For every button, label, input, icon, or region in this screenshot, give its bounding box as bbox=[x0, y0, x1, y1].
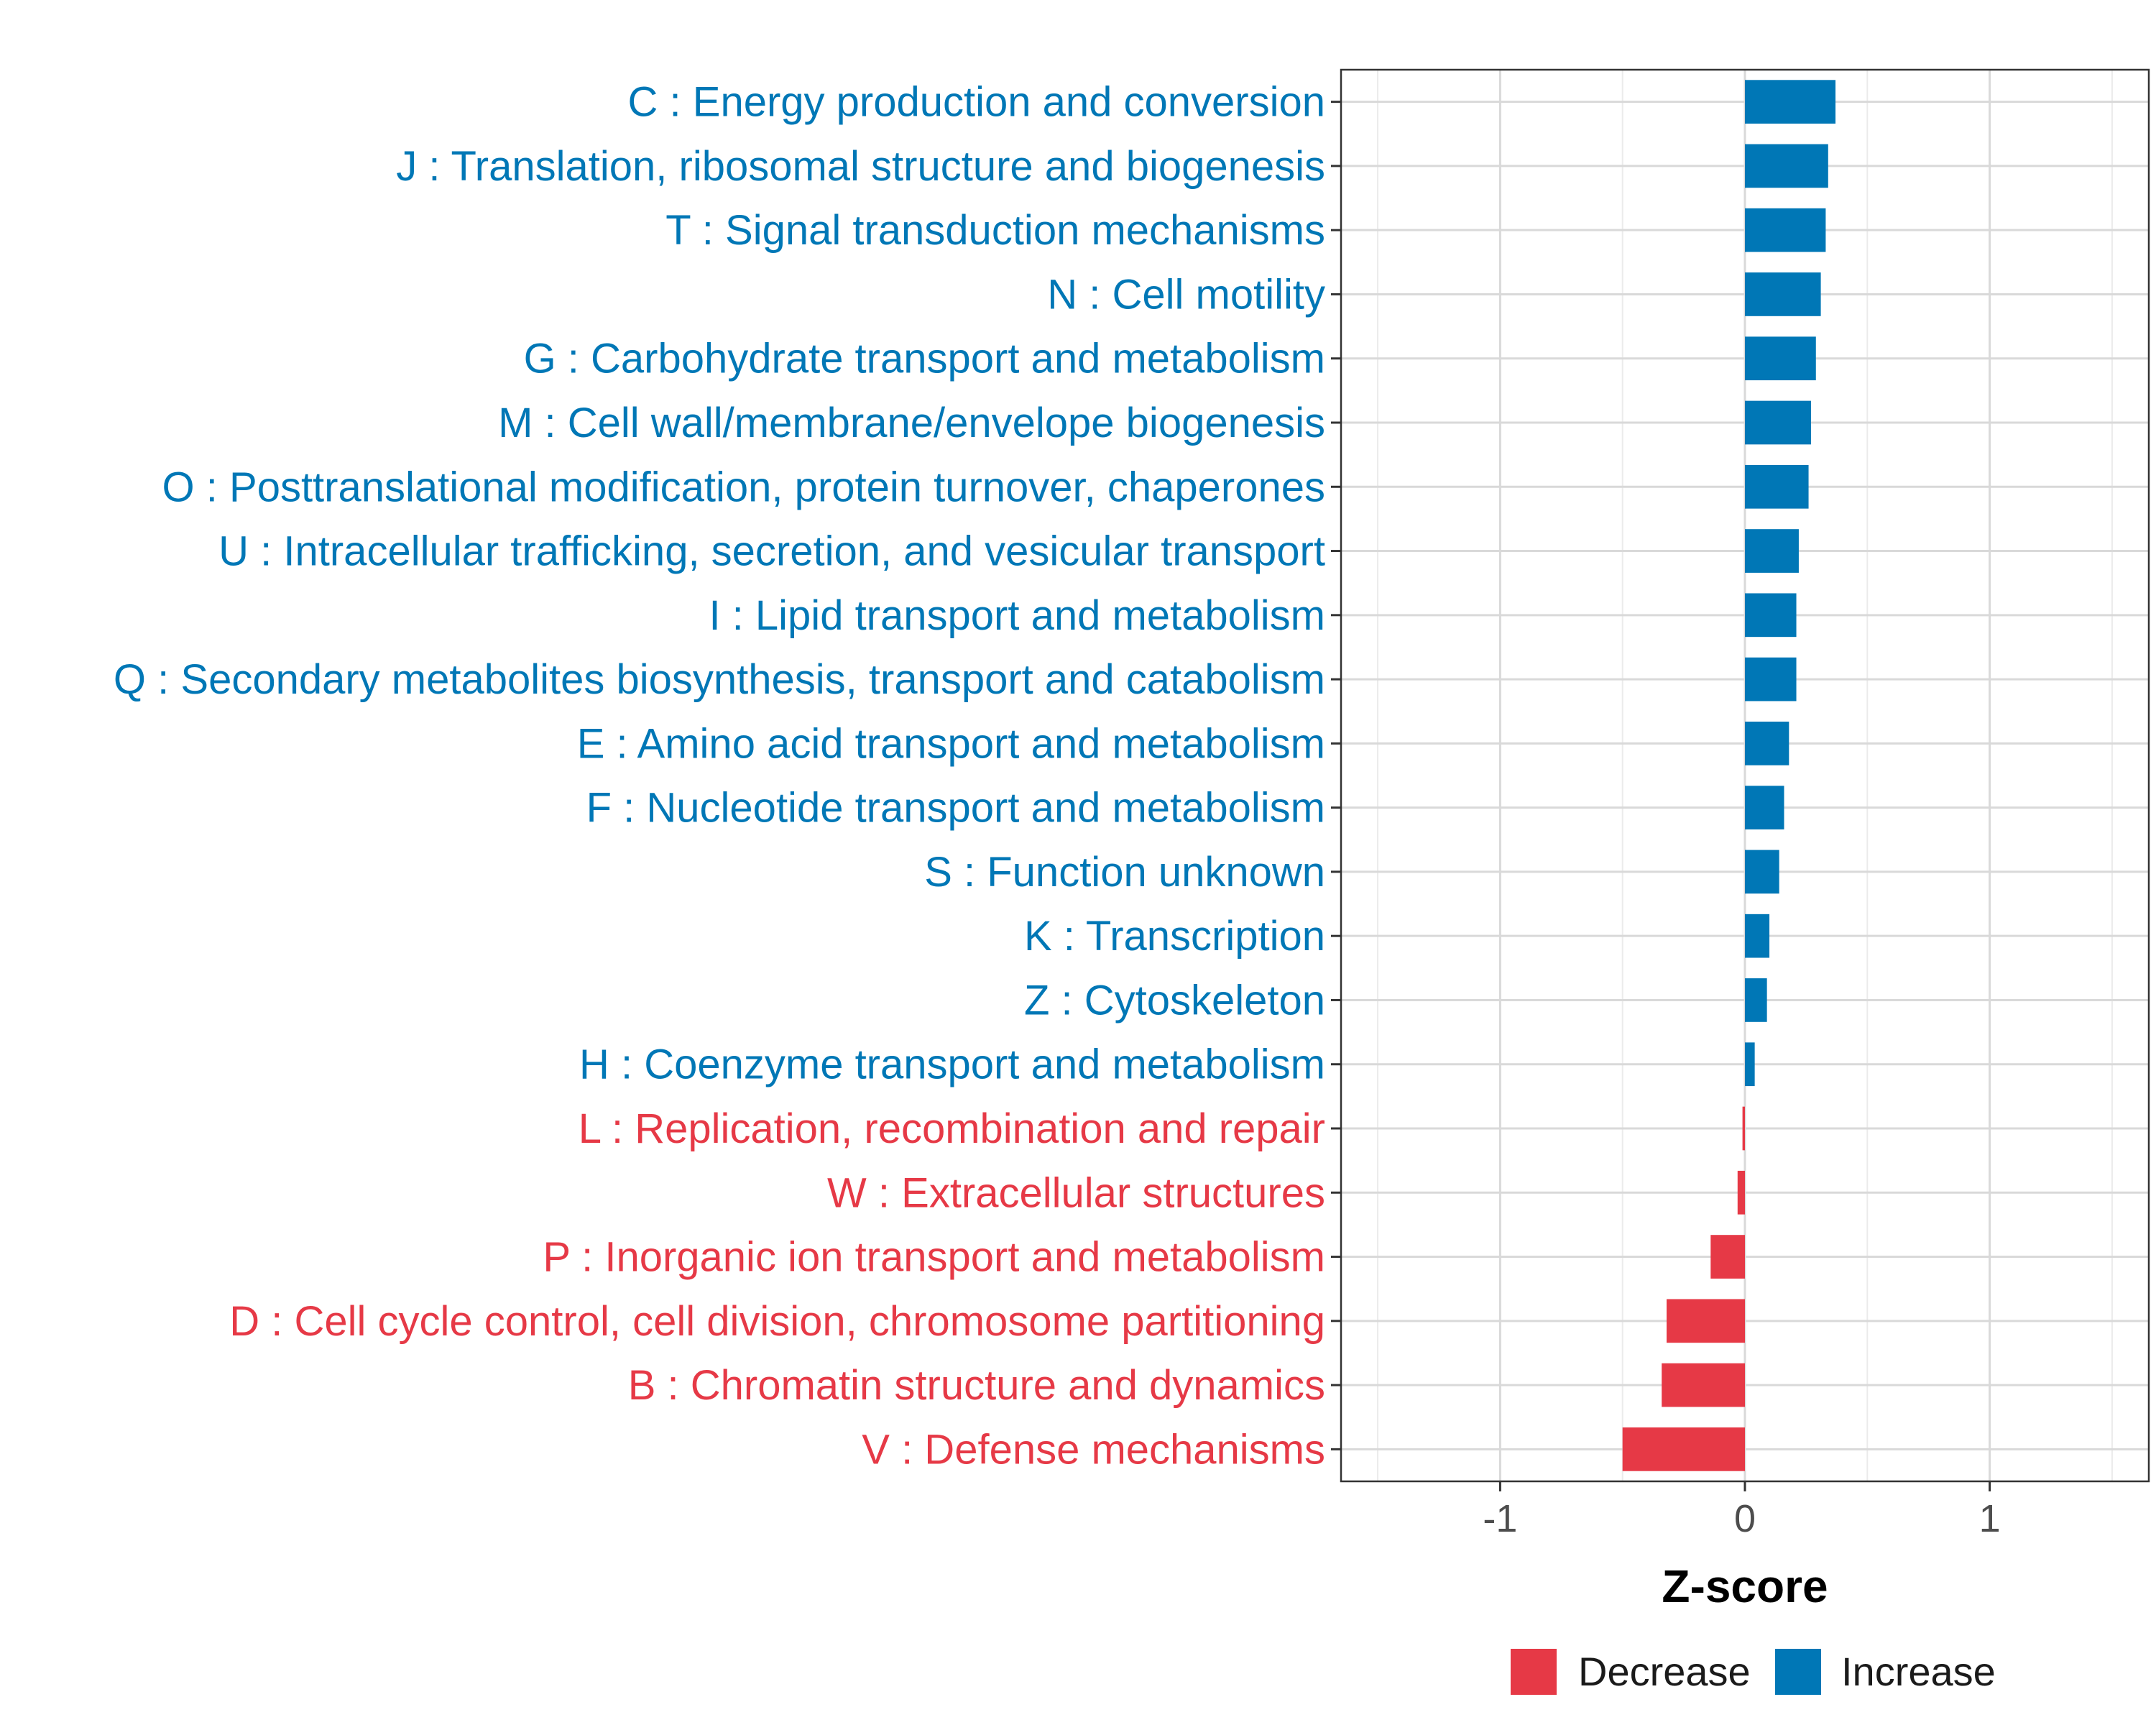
bar bbox=[1737, 1170, 1745, 1215]
category-label: F : Nucleotide transport and metabolism bbox=[586, 785, 1325, 832]
category-label: V : Defense mechanisms bbox=[862, 1426, 1325, 1473]
bar bbox=[1742, 1106, 1745, 1151]
bar bbox=[1745, 80, 1836, 124]
category-label: N : Cell motility bbox=[1047, 271, 1325, 318]
legend-swatch bbox=[1775, 1649, 1821, 1695]
category-label: U : Intracellular trafficking, secretion… bbox=[218, 528, 1325, 575]
bar bbox=[1667, 1299, 1745, 1343]
x-axis-title: Z-score bbox=[1662, 1560, 1828, 1612]
category-label: T : Signal transduction mechanisms bbox=[665, 207, 1325, 254]
category-label: Q : Secondary metabolites biosynthesis, … bbox=[114, 656, 1325, 703]
category-label: B : Chromatin structure and dynamics bbox=[628, 1362, 1325, 1409]
bar bbox=[1745, 914, 1770, 958]
x-tick-label: 1 bbox=[1979, 1497, 2001, 1540]
bar bbox=[1745, 208, 1826, 252]
bar bbox=[1745, 786, 1784, 829]
bar bbox=[1745, 657, 1797, 702]
bar bbox=[1745, 144, 1828, 188]
bar bbox=[1745, 593, 1797, 638]
category-label: I : Lipid transport and metabolism bbox=[709, 592, 1325, 639]
legend: Decrease Increase bbox=[1511, 1649, 1996, 1695]
bar bbox=[1745, 722, 1789, 765]
category-label: O : Posttranslational modification, prot… bbox=[162, 464, 1325, 510]
category-label: D : Cell cycle control, cell division, c… bbox=[229, 1298, 1325, 1345]
category-label: W : Extracellular structures bbox=[827, 1169, 1325, 1216]
category-label: K : Transcription bbox=[1024, 913, 1325, 960]
category-label: H : Coenzyme transport and metabolism bbox=[579, 1041, 1325, 1088]
legend-swatch bbox=[1511, 1649, 1557, 1695]
bar bbox=[1745, 1042, 1755, 1087]
x-axis: -1 0 1 bbox=[1483, 1481, 2001, 1540]
y-axis-ticks bbox=[1331, 101, 1341, 1450]
bar bbox=[1622, 1427, 1745, 1471]
bar bbox=[1745, 400, 1811, 445]
legend-label: Decrease bbox=[1578, 1649, 1751, 1694]
bar bbox=[1745, 978, 1767, 1022]
x-tick-label: 0 bbox=[1734, 1497, 1756, 1540]
category-label: L : Replication, recombination and repai… bbox=[579, 1105, 1325, 1152]
y-axis-labels: C : Energy production and conversion J : … bbox=[114, 79, 1325, 1473]
x-tick-label: -1 bbox=[1483, 1497, 1517, 1540]
category-label: M : Cell wall/membrane/envelope biogenes… bbox=[498, 400, 1325, 446]
category-label: Z : Cytoskeleton bbox=[1024, 977, 1325, 1024]
bar bbox=[1745, 850, 1779, 894]
category-label: J : Translation, ribosomal structure and… bbox=[396, 143, 1325, 190]
bar bbox=[1745, 272, 1821, 316]
category-label: C : Energy production and conversion bbox=[628, 79, 1325, 126]
bar-layer bbox=[1622, 80, 1836, 1471]
bar bbox=[1745, 336, 1816, 381]
category-label: S : Function unknown bbox=[924, 849, 1325, 896]
bar bbox=[1745, 529, 1799, 573]
bar bbox=[1745, 464, 1809, 509]
category-label: E : Amino acid transport and metabolism bbox=[577, 720, 1325, 767]
category-label: G : Carbohydrate transport and metabolis… bbox=[524, 336, 1325, 382]
bar bbox=[1710, 1235, 1745, 1279]
legend-label: Increase bbox=[1841, 1649, 1996, 1694]
bar bbox=[1662, 1363, 1745, 1407]
category-label: P : Inorganic ion transport and metaboli… bbox=[543, 1234, 1325, 1281]
